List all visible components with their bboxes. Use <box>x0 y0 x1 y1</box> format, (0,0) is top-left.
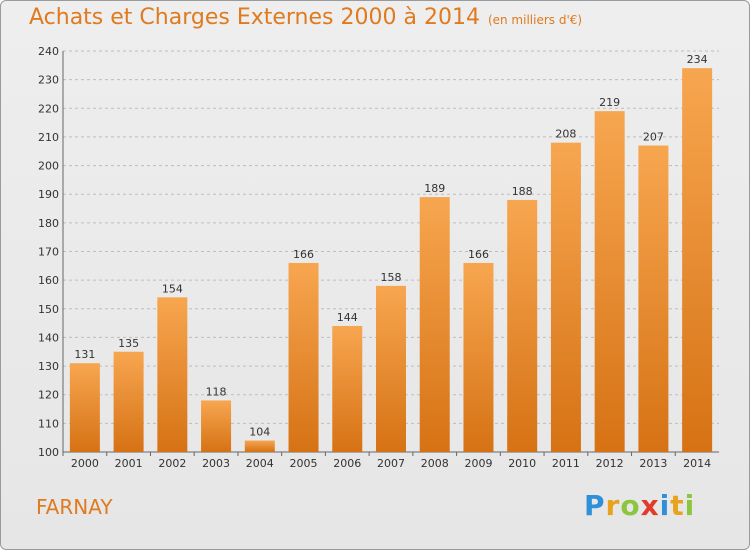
x-tick-label: 2005 <box>290 457 318 470</box>
chart-title: Achats et Charges Externes 2000 à 2014 (e… <box>29 5 582 30</box>
proxiti-logo[interactable]: Proxiti <box>584 489 695 522</box>
logo-letter: P <box>584 489 606 522</box>
logo-letter: i <box>684 489 696 522</box>
x-tick-label: 2003 <box>202 457 230 470</box>
bar-value-label: 166 <box>468 248 489 261</box>
bar <box>419 197 450 452</box>
y-tick-label: 100 <box>38 446 59 459</box>
bar-value-label: 189 <box>424 182 445 195</box>
logo-letter: t <box>670 489 685 522</box>
logo-letter: o <box>620 489 641 522</box>
x-tick-label: 2006 <box>333 457 361 470</box>
y-tick-label: 150 <box>38 303 59 316</box>
logo-letter: x <box>640 489 660 522</box>
x-tick-label: 2012 <box>596 457 624 470</box>
y-tick-label: 110 <box>38 417 59 430</box>
bar <box>682 68 713 452</box>
bar-value-label: 154 <box>162 282 183 295</box>
bar-value-label: 118 <box>206 385 227 398</box>
bar <box>507 199 538 452</box>
bar-value-label: 234 <box>687 53 708 66</box>
logo-letter: r <box>605 489 621 522</box>
x-tick-label: 2010 <box>508 457 536 470</box>
x-tick-label: 2014 <box>683 457 711 470</box>
bar <box>332 325 363 452</box>
bar-value-label: 135 <box>118 337 139 350</box>
y-tick-label: 230 <box>38 74 59 87</box>
bar-value-label: 188 <box>512 185 533 198</box>
x-tick-label: 2011 <box>552 457 580 470</box>
x-tick-label: 2001 <box>115 457 143 470</box>
bar <box>463 262 494 452</box>
y-tick-label: 180 <box>38 217 59 230</box>
y-tick-label: 190 <box>38 188 59 201</box>
y-tick-label: 200 <box>38 160 59 173</box>
x-tick-label: 2013 <box>639 457 667 470</box>
y-tick-label: 160 <box>38 274 59 287</box>
bar-value-label: 166 <box>293 248 314 261</box>
commune-name: FARNAY <box>36 495 113 519</box>
bar <box>157 297 188 452</box>
logo-letter: i <box>659 489 671 522</box>
y-tick-label: 130 <box>38 360 59 373</box>
y-tick-label: 120 <box>38 389 59 402</box>
x-tick-label: 2009 <box>464 457 492 470</box>
bar-value-label: 158 <box>381 271 402 284</box>
x-tick-label: 2008 <box>421 457 449 470</box>
x-tick-label: 2000 <box>71 457 99 470</box>
bar <box>376 285 406 452</box>
chart-title-text: Achats et Charges Externes 2000 à 2014 <box>29 5 480 30</box>
bar <box>201 400 232 452</box>
bar-value-label: 131 <box>74 348 95 361</box>
bar-value-label: 208 <box>555 128 576 141</box>
bars-layer <box>69 68 713 453</box>
bar <box>244 440 275 452</box>
y-tick-label: 240 <box>38 45 59 58</box>
bar-value-label: 144 <box>337 311 358 324</box>
x-tick-label: 2002 <box>158 457 186 470</box>
y-tick-label: 140 <box>38 331 59 344</box>
x-tick-label: 2004 <box>246 457 274 470</box>
bar-value-label: 104 <box>249 426 270 439</box>
y-tick-label: 220 <box>38 102 59 115</box>
bar <box>69 363 100 452</box>
bar <box>550 142 581 452</box>
bar <box>594 111 625 453</box>
y-tick-label: 210 <box>38 131 59 144</box>
y-tick-label: 170 <box>38 246 59 259</box>
bar <box>638 145 669 452</box>
x-tick-label: 2007 <box>377 457 405 470</box>
bar <box>288 262 319 452</box>
bar-value-label: 207 <box>643 131 664 144</box>
bar <box>113 351 144 452</box>
chart-unit-label: (en milliers d'€) <box>487 13 583 27</box>
bar-value-label: 219 <box>599 96 620 109</box>
labels-layer: 100 110 120 130 140 150 160 170 180 190 200 210 220 2… <box>38 45 711 470</box>
